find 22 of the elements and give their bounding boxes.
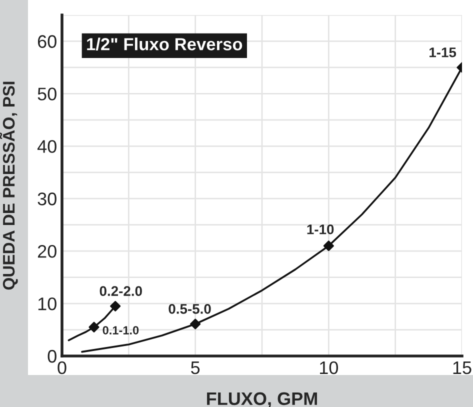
y-tick-label: 40 bbox=[37, 140, 56, 153]
x-tick-label: 15 bbox=[453, 362, 472, 374]
y-tick-label: 20 bbox=[38, 245, 56, 258]
point bbox=[323, 240, 334, 252]
y-tick-label: 50 bbox=[38, 88, 56, 100]
x-tick-label: 10 bbox=[320, 361, 338, 374]
point bbox=[110, 300, 121, 312]
point bbox=[190, 318, 201, 330]
x-tick-label: 5 bbox=[191, 362, 200, 374]
point bbox=[88, 322, 100, 332]
x-tick-label: 0 bbox=[58, 361, 66, 374]
y-tick-label: 10 bbox=[38, 297, 56, 310]
y-tick-label: 0 bbox=[48, 350, 56, 363]
annotation: 1-15 bbox=[430, 48, 456, 58]
annotation: 0.1-1.0 bbox=[102, 326, 139, 334]
annotation: 0.5-5.0 bbox=[168, 304, 211, 314]
y-tick-label: 30 bbox=[38, 192, 56, 206]
y-axis-title: QUEDA DE PRESSÃO, PSI bbox=[0, 82, 18, 290]
text: 1/2" Fluxo Reverso bbox=[87, 38, 242, 51]
annotation: 0.2-2.0 bbox=[100, 286, 142, 296]
y-tick-label: 60 bbox=[38, 35, 56, 48]
annotation: 1-10 bbox=[307, 224, 334, 234]
